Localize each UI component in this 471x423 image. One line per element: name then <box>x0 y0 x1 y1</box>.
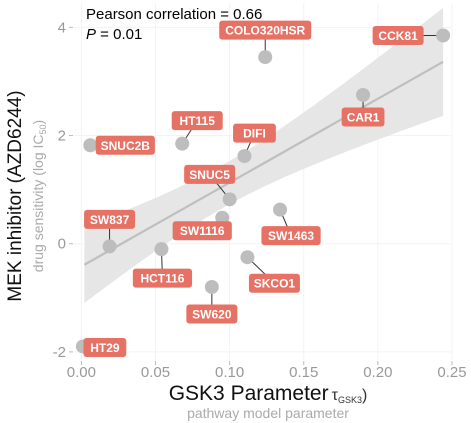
data-point <box>204 279 219 294</box>
x-axis-symbol: τ <box>332 387 339 404</box>
x-axis-subtitle: pathway model parameter <box>187 405 349 421</box>
data-point <box>436 28 451 43</box>
point-label-box <box>248 273 300 293</box>
y-axis-subtitle-sub: 50 <box>38 124 48 134</box>
y-tick-label: 0 <box>58 236 66 253</box>
p-value: = 0.01 <box>96 26 142 43</box>
data-point <box>240 250 255 265</box>
tick-labels: 0.00 0.05 0.10 0.15 0.20 0.25 -2 0 2 4 <box>53 19 467 381</box>
x-axis-label: GSK3 Parameter <box>169 382 329 405</box>
data-points <box>75 28 451 354</box>
point-label: CAR1 <box>347 110 380 124</box>
x-axis-symbol-close: ) <box>362 387 367 404</box>
point-label-box <box>233 123 276 143</box>
point-label: HCT116 <box>140 272 184 286</box>
point-label-box <box>261 226 321 246</box>
x-axis-title: GSK3 Parameter τGSK3) <box>169 382 368 405</box>
point-label-box <box>172 221 232 241</box>
point-label: SKCO1 <box>254 277 296 291</box>
data-point <box>154 242 169 257</box>
x-axis-symbol-sub: GSK3 <box>338 395 362 405</box>
x-tick-label: 0.10 <box>215 364 244 381</box>
data-point <box>102 239 117 254</box>
x-tick-label: 0.25 <box>437 364 466 381</box>
x-tick-label: 0.15 <box>289 364 318 381</box>
y-tick-label: 2 <box>58 128 66 145</box>
data-point <box>222 192 237 207</box>
point-label: SW1463 <box>268 229 314 243</box>
point-label-box <box>83 337 127 357</box>
point-label: SNUC5 <box>189 168 230 182</box>
point-label: SW1116 <box>180 224 225 238</box>
point-label: SNUC2B <box>101 139 151 153</box>
point-label-box <box>341 107 385 127</box>
point-label-box <box>171 111 223 131</box>
p-symbol: P <box>86 26 96 43</box>
point-label-box <box>186 304 238 324</box>
y-axis-subtitle-text: drug sensitivity (log IC <box>30 134 46 272</box>
point-label: SW837 <box>90 213 130 227</box>
point-label-box <box>372 25 424 45</box>
p-value-annotation: P = 0.01 <box>86 26 142 43</box>
data-point <box>175 136 190 151</box>
data-point <box>258 50 273 65</box>
axis-ticks <box>69 26 453 365</box>
point-labels: COLO320HSR CCK81 CAR1 HT115 SNUC2B DIFI SNUC5 S… <box>83 20 424 357</box>
x-tick-label: 0.05 <box>141 364 170 381</box>
y-tick-label: 4 <box>58 19 66 36</box>
y-axis-subtitle: drug sensitivity (log IC50) <box>30 120 48 272</box>
point-label-box <box>184 164 236 184</box>
x-tick-label: 0.00 <box>67 364 96 381</box>
point-label: CCK81 <box>378 29 418 43</box>
regression-line <box>83 60 444 266</box>
data-point <box>237 149 252 164</box>
y-axis-title: MEK inhibitor (AZD6244) <box>5 90 26 301</box>
x-tick-label: 0.20 <box>363 364 392 381</box>
point-label: DIFI <box>243 127 266 141</box>
data-point <box>83 138 98 153</box>
y-axis-subtitle-end: ) <box>30 120 46 125</box>
data-point <box>273 202 288 217</box>
point-label: COLO320HSR <box>225 24 305 38</box>
point-label: HT29 <box>90 341 120 355</box>
point-label: SW620 <box>192 307 232 321</box>
y-tick-label: -2 <box>53 344 66 361</box>
point-label-box <box>132 268 193 288</box>
point-label: HT115 <box>180 114 216 128</box>
point-label-box <box>219 20 312 40</box>
correlation-annotation: Pearson correlation = 0.66 <box>86 6 262 23</box>
data-point <box>356 87 371 102</box>
point-label-box <box>95 135 155 155</box>
point-label-box <box>84 209 136 229</box>
